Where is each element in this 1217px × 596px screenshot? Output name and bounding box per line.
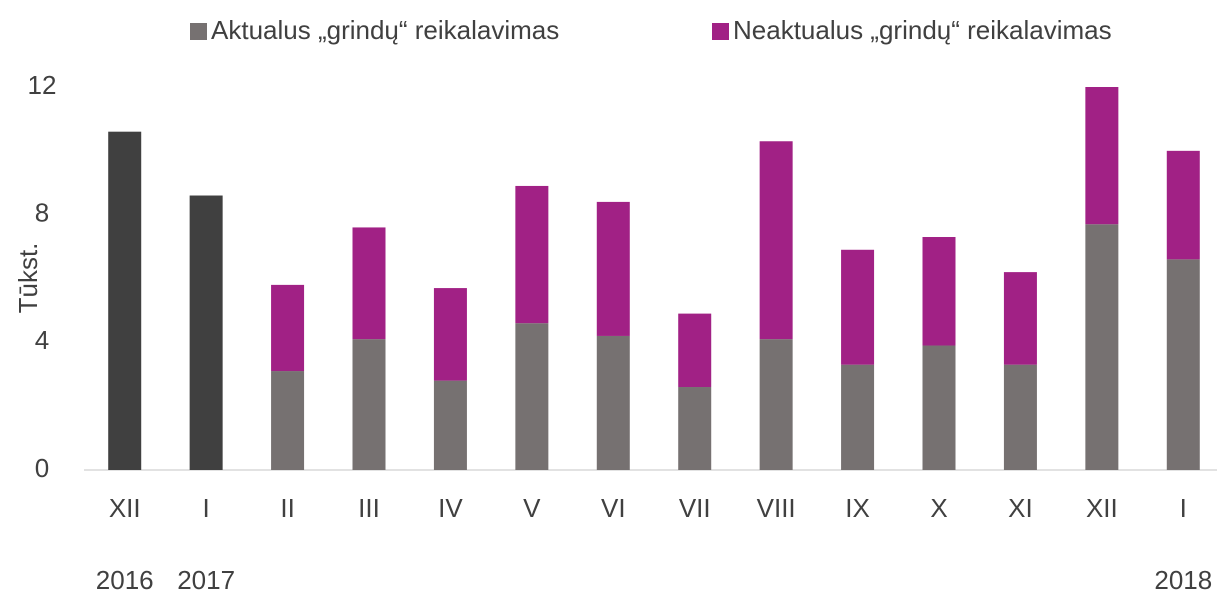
legend-swatch bbox=[712, 23, 729, 40]
bar-segment bbox=[1085, 87, 1119, 225]
bar-segment bbox=[271, 371, 305, 470]
year-label: 2016 bbox=[96, 565, 154, 595]
bar-segment bbox=[352, 339, 386, 470]
bar-segment bbox=[1003, 364, 1037, 470]
x-tick-label: XII bbox=[1086, 493, 1118, 523]
x-tick-label: XII bbox=[109, 493, 141, 523]
x-tick-label: IV bbox=[438, 493, 463, 523]
bar-segment bbox=[759, 141, 793, 340]
bar-segment bbox=[515, 323, 549, 470]
bar-segment bbox=[596, 201, 630, 336]
x-tick-label: X bbox=[930, 493, 947, 523]
x-tick-label: XI bbox=[1008, 493, 1033, 523]
bar-segment bbox=[678, 387, 712, 470]
bar-segment bbox=[108, 131, 142, 470]
y-tick-label: 8 bbox=[35, 198, 49, 228]
legend-label: Neaktualus „grindų“ reikalavimas bbox=[733, 15, 1112, 45]
x-tick-label: II bbox=[280, 493, 294, 523]
y-tick-label: 0 bbox=[35, 453, 49, 483]
year-label: 2017 bbox=[177, 565, 235, 595]
x-tick-label: IX bbox=[845, 493, 870, 523]
bar-segment bbox=[596, 335, 630, 470]
x-tick-label: V bbox=[523, 493, 541, 523]
bar-segment bbox=[1085, 224, 1119, 470]
bar-segment bbox=[922, 237, 956, 346]
bar-segment bbox=[271, 284, 305, 372]
x-tick-label: I bbox=[1180, 493, 1187, 523]
bar-segment bbox=[433, 288, 467, 381]
bar-segment bbox=[1166, 259, 1200, 470]
x-tick-label: VII bbox=[679, 493, 711, 523]
bar-segment bbox=[515, 185, 549, 324]
x-tick-label: VIII bbox=[757, 493, 796, 523]
bar-segment bbox=[352, 227, 386, 340]
bar-segment bbox=[841, 364, 875, 470]
bar-segment bbox=[1166, 150, 1200, 260]
legend-swatch bbox=[190, 23, 207, 40]
bar-segment bbox=[189, 195, 223, 470]
bar-segment bbox=[841, 249, 875, 365]
bar-segment bbox=[1003, 272, 1037, 365]
legend-label: Aktualus „grindų“ reikalavimas bbox=[211, 15, 559, 45]
y-tick-label: 4 bbox=[35, 325, 49, 355]
x-tick-label: VI bbox=[601, 493, 626, 523]
y-axis-label: Tūkst. bbox=[13, 243, 43, 314]
bar-segment bbox=[433, 380, 467, 470]
year-label: 2018 bbox=[1154, 565, 1212, 595]
bar-segment bbox=[678, 313, 712, 388]
y-tick-label: 12 bbox=[28, 70, 57, 100]
bar-segment bbox=[922, 345, 956, 470]
x-tick-label: III bbox=[358, 493, 380, 523]
x-tick-label: I bbox=[203, 493, 210, 523]
bar-segment bbox=[759, 339, 793, 470]
